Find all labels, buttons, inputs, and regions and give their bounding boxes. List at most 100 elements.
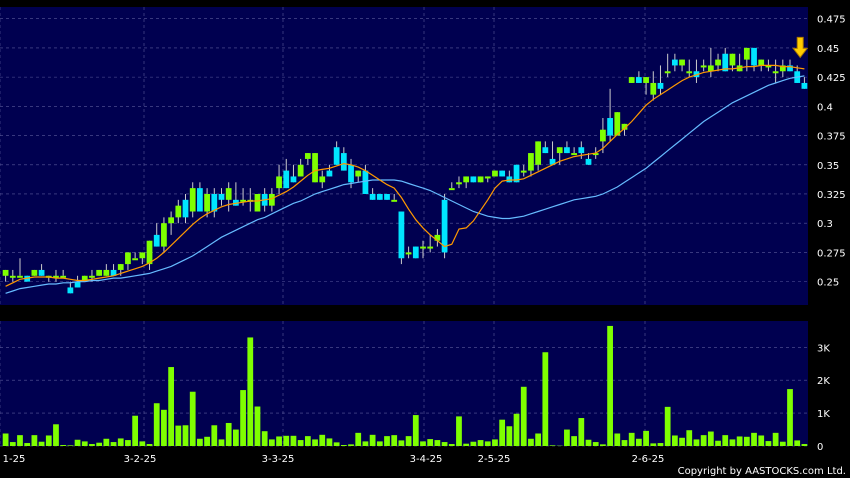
- volume-bar: [628, 432, 635, 446]
- volume-bar: [679, 437, 685, 446]
- volume-bar: [671, 435, 678, 446]
- volume-tick-label: 0: [817, 442, 823, 453]
- volume-axis-ticks: 0 1K 2K 3K: [817, 343, 830, 453]
- price-tick-label: 0.275: [817, 248, 846, 259]
- date-tick-label: 2-6-25: [632, 454, 665, 465]
- date-axis-ticks: 1-25 3-2-25 3-3-25 3-4-25 2-5-25 2-6-25: [3, 454, 665, 465]
- volume-bar: [729, 439, 736, 446]
- volume-bar: [707, 431, 714, 446]
- candle-body: [614, 112, 621, 136]
- candle-body: [628, 77, 635, 83]
- volume-bar: [736, 436, 743, 446]
- price-tick-label: 0.4: [817, 102, 833, 113]
- volume-bar: [643, 430, 649, 446]
- volume-bar: [427, 439, 434, 446]
- candle-body: [664, 71, 671, 74]
- volume-bar: [578, 418, 585, 446]
- volume-bar: [211, 425, 218, 446]
- candle-body: [333, 147, 340, 165]
- volume-bar: [45, 435, 52, 446]
- candle-body: [542, 147, 549, 154]
- volume-bar: [686, 430, 693, 446]
- volume-bar: [153, 403, 160, 446]
- volume-bar: [463, 443, 470, 446]
- candle-body: [153, 234, 160, 247]
- volume-bar: [117, 438, 124, 446]
- volume-bar: [283, 435, 290, 446]
- volume-bar: [175, 425, 182, 446]
- candle-body: [801, 82, 808, 89]
- candle-body: [146, 240, 153, 265]
- volume-bar: [103, 438, 110, 446]
- candle-body: [384, 193, 390, 200]
- candle-body: [686, 71, 693, 74]
- candle-body: [412, 246, 419, 259]
- volume-bar: [434, 440, 441, 446]
- candle-body: [528, 153, 534, 171]
- volume-bar: [139, 441, 146, 446]
- volume-bar: [369, 434, 376, 446]
- candle-body: [513, 164, 520, 183]
- date-tick-label: 3-2-25: [124, 454, 157, 465]
- price-tick-label: 0.45: [817, 44, 839, 55]
- candle-body: [398, 211, 405, 259]
- price-tick-label: 0.375: [817, 132, 846, 143]
- volume-bar: [132, 415, 139, 446]
- volume-bar: [182, 425, 189, 446]
- candle-body: [679, 59, 685, 66]
- candle-body: [592, 153, 599, 156]
- volume-bar: [650, 443, 657, 446]
- candle-body: [477, 176, 484, 183]
- volume-bar: [240, 390, 246, 446]
- candle-body: [700, 65, 707, 68]
- candle-body: [470, 176, 477, 183]
- price-tick-label: 0.35: [817, 161, 839, 172]
- candle-body: [376, 193, 383, 200]
- candle-body: [312, 153, 318, 183]
- volume-bar: [340, 445, 347, 446]
- volume-tick-label: 2K: [817, 376, 830, 387]
- candle-body: [420, 246, 426, 249]
- candle-body: [67, 287, 74, 294]
- candle-body: [204, 193, 210, 212]
- candle-body: [9, 275, 16, 278]
- volume-bar: [787, 389, 793, 446]
- volume-bar: [765, 441, 772, 446]
- candle-body: [297, 164, 304, 177]
- volume-bar: [17, 435, 23, 446]
- candle-body: [520, 170, 527, 173]
- volume-bar: [218, 439, 225, 446]
- volume-bar: [189, 391, 196, 446]
- candle-body: [182, 199, 189, 218]
- moving-average-long-line: [5, 75, 805, 294]
- candle-body: [369, 193, 376, 200]
- volume-bar: [470, 441, 477, 446]
- candle-body: [225, 188, 232, 200]
- candle-body: [765, 65, 772, 68]
- candle-body: [211, 193, 218, 212]
- candle-body: [218, 193, 225, 200]
- candle-body: [139, 252, 146, 259]
- volume-bar: [535, 433, 542, 446]
- candle-body: [362, 170, 369, 194]
- volume-bar: [168, 367, 174, 446]
- volume-bar: [146, 444, 153, 446]
- candle-body: [110, 269, 117, 276]
- volume-bar: [585, 439, 592, 446]
- candle-body: [787, 65, 793, 72]
- date-tick-label: 1-25: [3, 454, 26, 465]
- candle-body: [499, 170, 506, 177]
- volume-bar: [621, 440, 628, 446]
- candle-body: [578, 147, 585, 154]
- volume-bar: [722, 435, 729, 446]
- candle-body: [89, 275, 95, 278]
- candle-body: [441, 199, 448, 253]
- candle-body: [60, 275, 67, 278]
- volume-bar: [254, 406, 261, 446]
- volume-bar: [60, 445, 67, 446]
- volume-bar: [268, 439, 275, 446]
- volume-bar: [600, 444, 606, 446]
- candle-body: [549, 158, 556, 165]
- candle-body: [556, 147, 563, 154]
